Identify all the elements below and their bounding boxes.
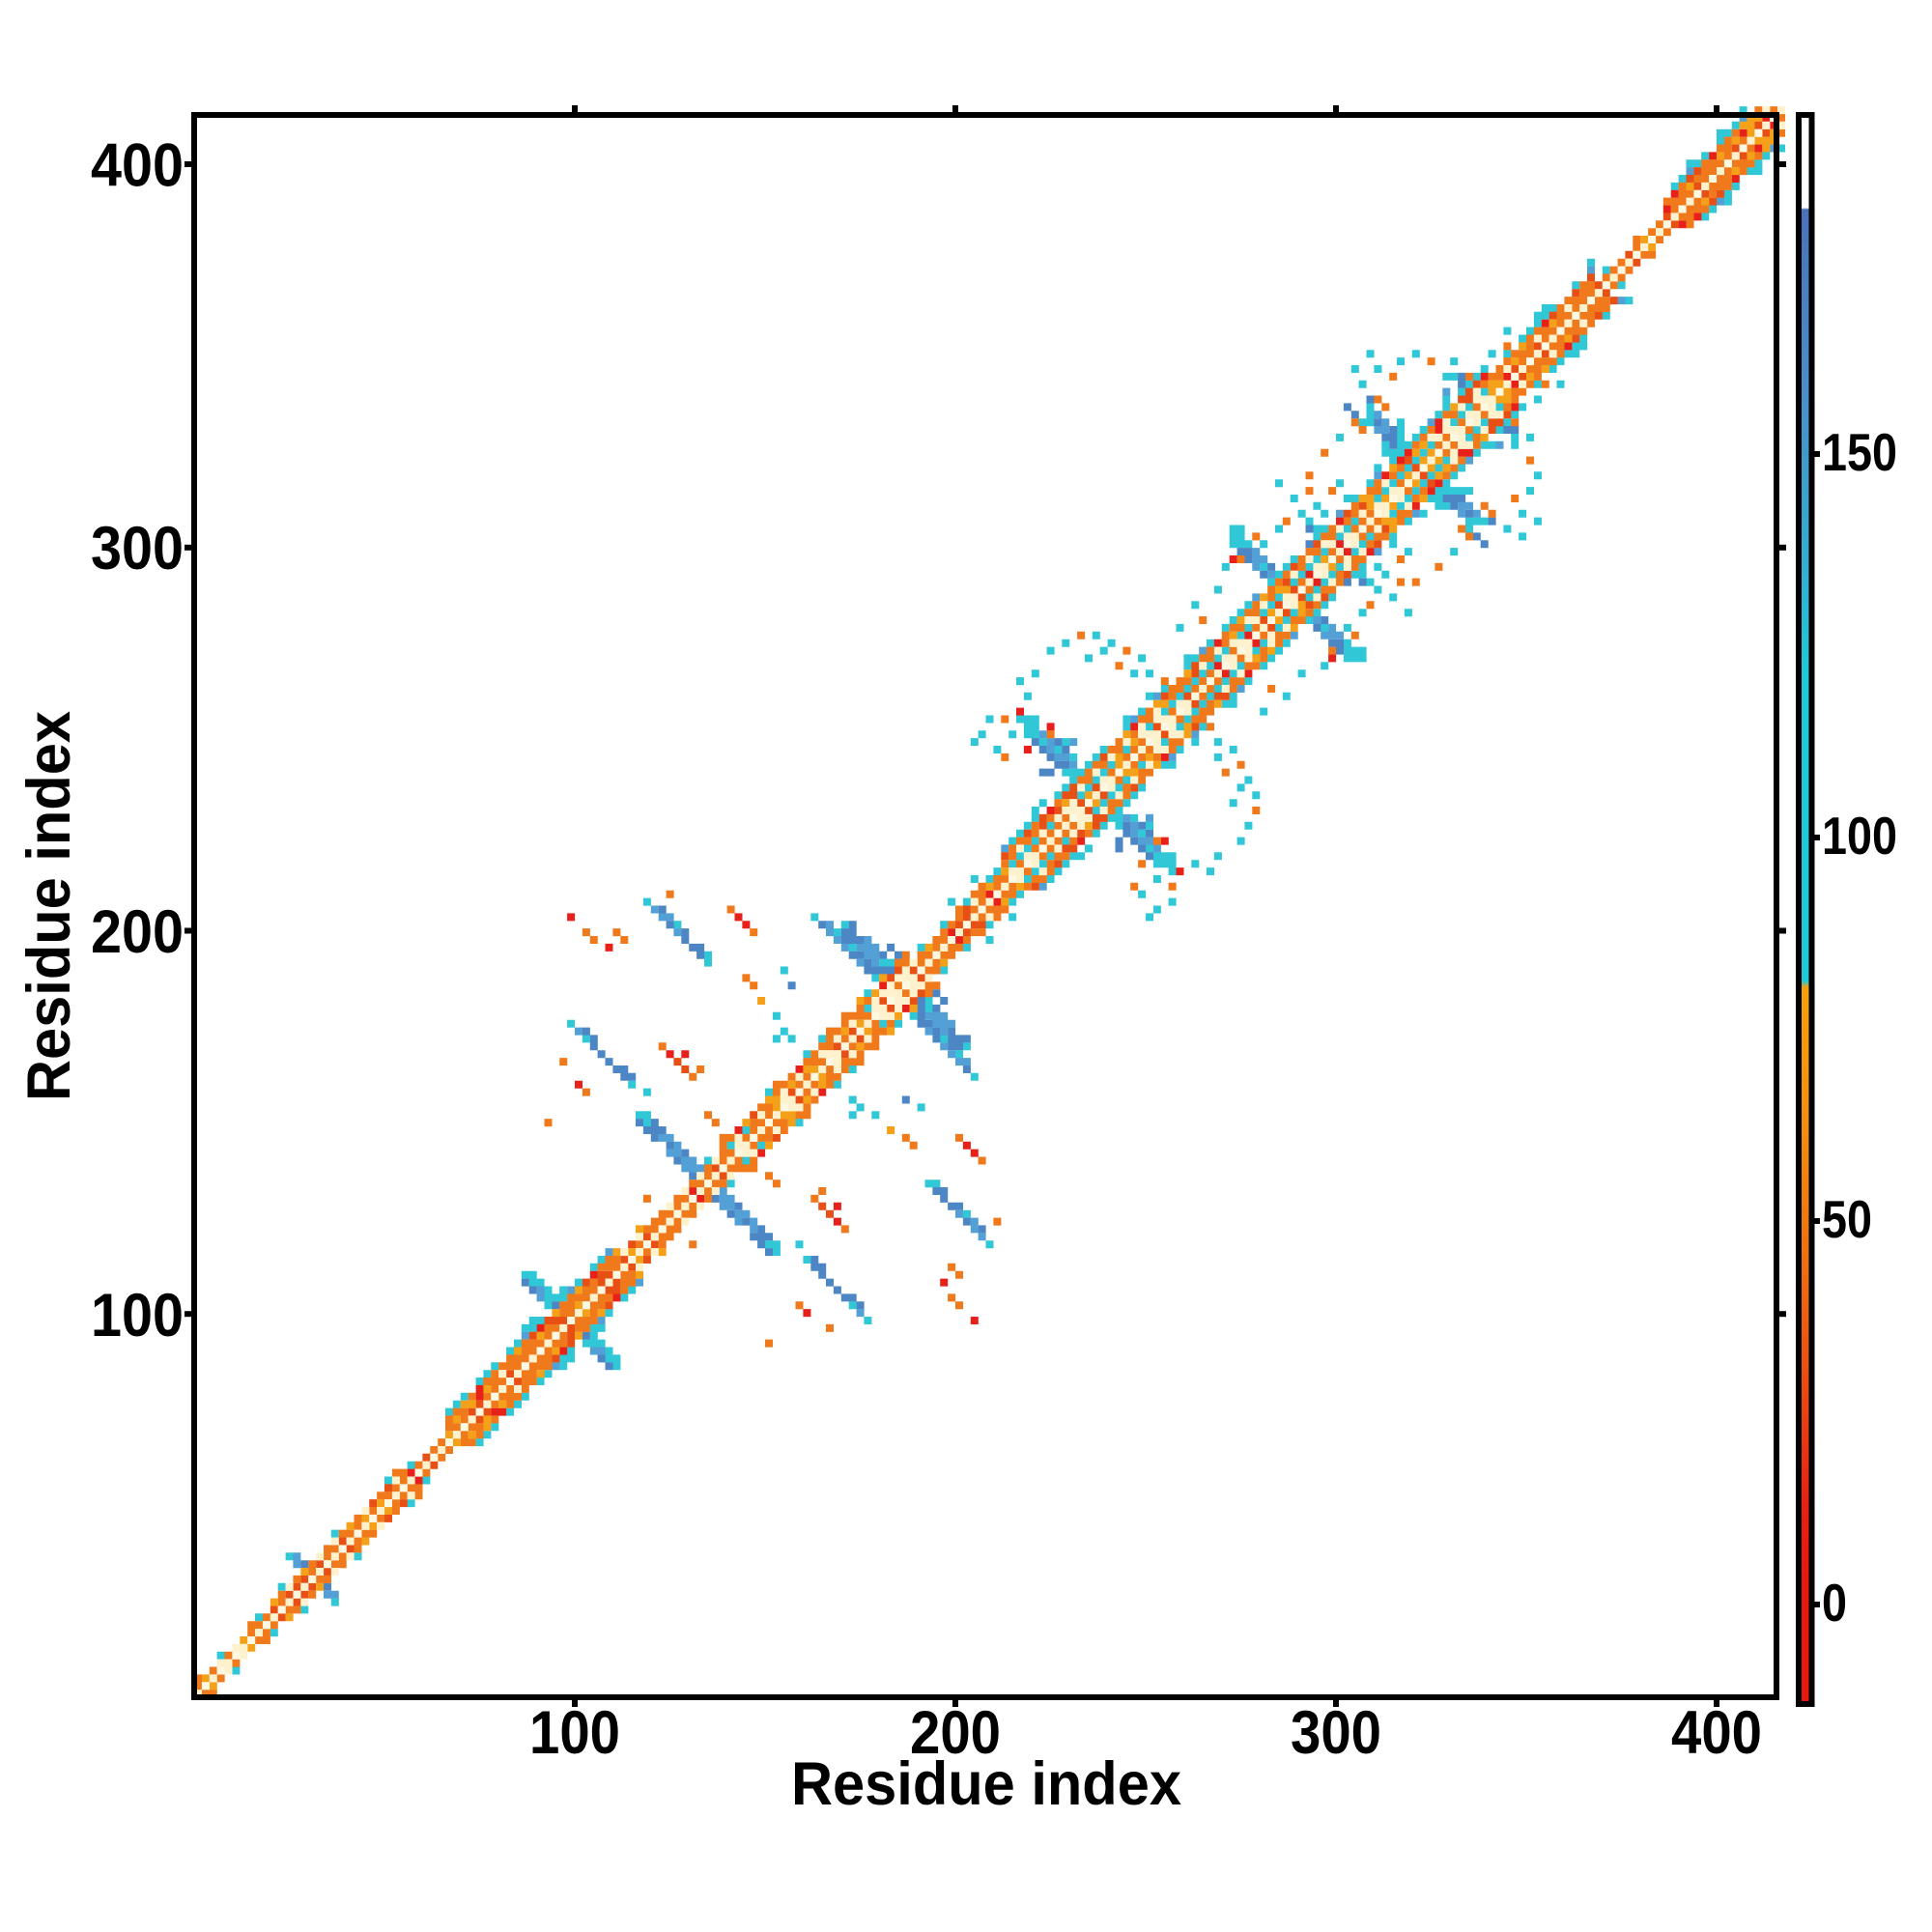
svg-text:0: 0 xyxy=(1822,1573,1847,1633)
svg-text:300: 300 xyxy=(91,515,184,582)
svg-text:Residue index: Residue index xyxy=(791,1750,1181,1818)
svg-text:Residue index: Residue index xyxy=(15,711,83,1101)
svg-text:100: 100 xyxy=(91,1282,184,1350)
svg-text:100: 100 xyxy=(529,1699,620,1767)
svg-text:400: 400 xyxy=(1671,1699,1762,1767)
svg-text:200: 200 xyxy=(91,898,184,966)
svg-text:300: 300 xyxy=(1291,1699,1381,1767)
svg-text:100: 100 xyxy=(1822,806,1897,866)
svg-text:200: 200 xyxy=(910,1699,1001,1767)
svg-text:400: 400 xyxy=(91,132,184,200)
svg-text:50: 50 xyxy=(1822,1189,1872,1249)
svg-text:150: 150 xyxy=(1822,422,1897,482)
